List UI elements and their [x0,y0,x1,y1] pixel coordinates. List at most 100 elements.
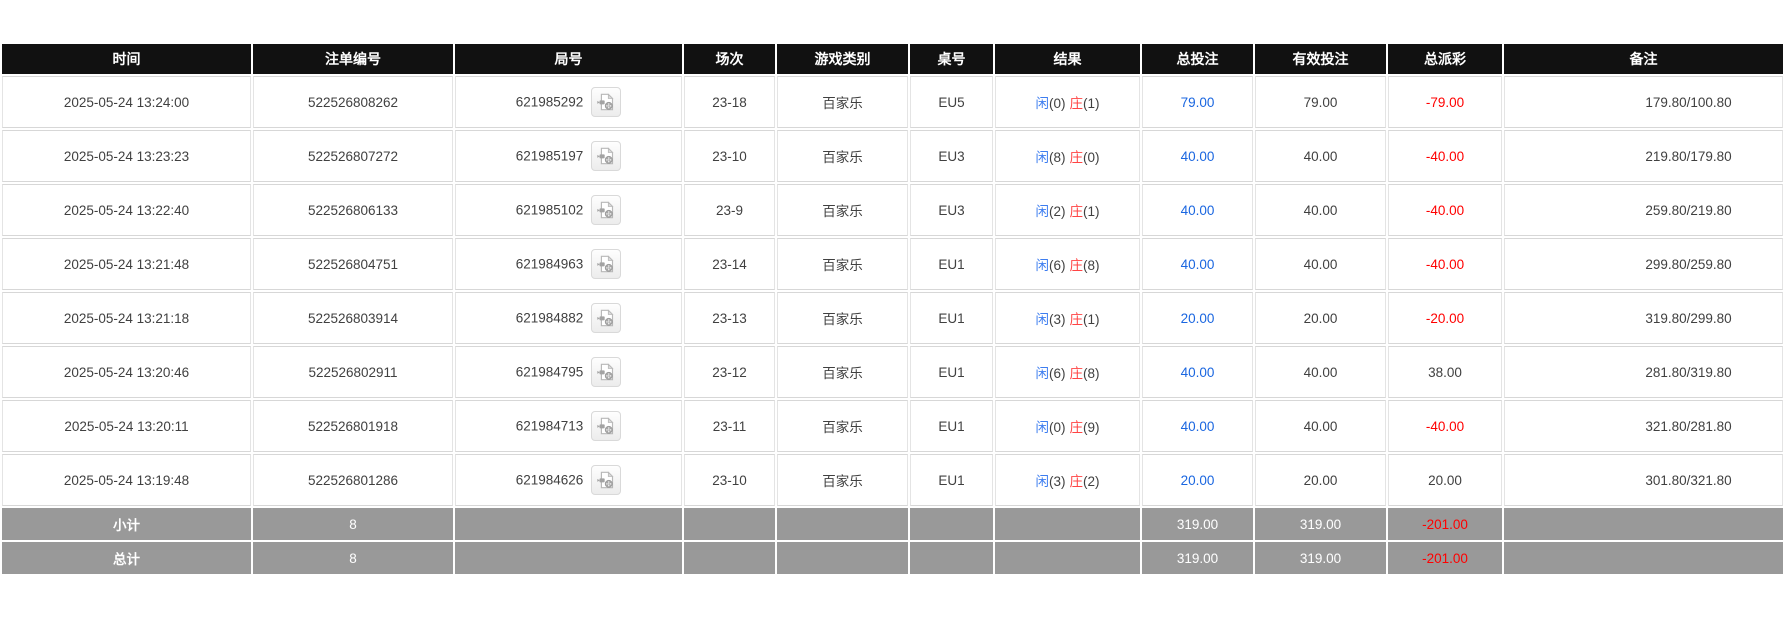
result-player-value: (3) [1049,312,1066,327]
cell-remark: 259.80/219.80 [1504,184,1783,236]
round-number: 621984963 [515,256,584,272]
cell-bet-id: 522526802911 [253,346,453,398]
cell-game-type: 百家乐 [777,400,908,452]
video-replay-button[interactable] [591,465,622,495]
table-row: 2025-05-24 13:21:18 522526803914 621984882… [2,292,1783,344]
video-file-icon [596,416,616,436]
video-replay-button[interactable] [591,87,622,117]
cell-table-no: EU1 [910,400,993,452]
cell-remark: 301.80/321.80 [1504,454,1783,506]
total-bet-value: 20.00 [1180,472,1215,488]
cell-valid-bet: 40.00 [1255,238,1386,290]
table-header-row: 时间 注单编号 局号 场次 游戏类别 桌号 结果 总投注 有效投注 总派彩 备注 [2,44,1783,74]
cell-bet-id: 522526808262 [253,76,453,128]
video-replay-button[interactable] [591,303,622,333]
result-player-label: 闲 [1035,474,1050,489]
total-bet-value: 40.00 [1180,364,1215,380]
total-bet-value: 40.00 [1180,202,1215,218]
video-replay-button[interactable] [591,249,622,279]
cell-result: 闲(0) 庄(1) [995,76,1140,128]
cell-game-type: 百家乐 [777,76,908,128]
cell-game-type: 百家乐 [777,292,908,344]
cell-game-type: 百家乐 [777,130,908,182]
cell-table-no: EU5 [910,76,993,128]
summary-payout-value: -201.00 [1422,516,1468,532]
summary-empty-cell-round [455,542,682,574]
column-header-valid_bet: 有效投注 [1255,44,1386,74]
column-header-bet_id: 注单编号 [253,44,453,74]
column-header-total_bet: 总投注 [1142,44,1253,74]
cell-session: 23-11 [684,400,775,452]
cell-table-no: EU1 [910,346,993,398]
summary-total-bet-cell: 319.00 [1142,542,1253,574]
column-header-result: 结果 [995,44,1140,74]
cell-session: 23-13 [684,292,775,344]
video-file-icon [596,200,616,220]
total-payout-value: -40.00 [1425,202,1465,218]
result-banker-label: 庄 [1069,96,1084,111]
cell-bet-id: 522526801918 [253,400,453,452]
cell-bet-id: 522526801286 [253,454,453,506]
summary-empty-cell-remark [1504,542,1783,574]
table-row: 2025-05-24 13:23:23 522526807272 621985197… [2,130,1783,182]
summary-empty-cell-tableno [910,508,993,540]
cell-time: 2025-05-24 13:23:23 [2,130,251,182]
cell-total-payout: -40.00 [1388,238,1502,290]
cell-valid-bet: 40.00 [1255,130,1386,182]
result-player-value: (6) [1049,258,1066,273]
result-player-value: (3) [1049,474,1066,489]
cell-remark: 319.80/299.80 [1504,292,1783,344]
subtotal-row: 小计 8 319.00 319.00 -201.00 [2,508,1783,540]
result-banker-value: (1) [1083,312,1100,327]
table-row: 2025-05-24 13:22:40 522526806133 621985102… [2,184,1783,236]
cell-total-payout: -79.00 [1388,76,1502,128]
cell-round-id: 621985292 [455,76,682,128]
cell-round-id: 621984795 [455,346,682,398]
cell-total-payout: -40.00 [1388,130,1502,182]
cell-game-type: 百家乐 [777,346,908,398]
round-number: 621984795 [515,364,584,380]
result-banker-value: (1) [1083,204,1100,219]
video-replay-button[interactable] [591,357,622,387]
result-banker-value: (8) [1083,366,1100,381]
round-number: 621984882 [515,310,584,326]
result-player-label: 闲 [1035,312,1050,327]
video-file-icon [596,308,616,328]
cell-remark: 219.80/179.80 [1504,130,1783,182]
video-replay-button[interactable] [591,411,622,441]
cell-time: 2025-05-24 13:20:11 [2,400,251,452]
video-replay-button[interactable] [591,141,622,171]
summary-empty-cell-round [455,508,682,540]
summary-empty-cell-session [684,542,775,574]
total-bet-value: 79.00 [1180,94,1215,110]
result-banker-label: 庄 [1069,366,1084,381]
cell-valid-bet: 20.00 [1255,292,1386,344]
cell-bet-id: 522526807272 [253,130,453,182]
result-player-label: 闲 [1035,150,1050,165]
column-header-table_no: 桌号 [910,44,993,74]
summary-empty-cell-result [995,542,1140,574]
cell-session: 23-18 [684,76,775,128]
cell-table-no: EU1 [910,238,993,290]
summary-empty-cell-game [777,542,908,574]
cell-total-bet: 79.00 [1142,76,1253,128]
column-header-remark: 备注 [1504,44,1783,74]
table-row: 2025-05-24 13:20:11 522526801918 621984713… [2,400,1783,452]
result-banker-value: (1) [1083,96,1100,111]
column-header-round_id: 局号 [455,44,682,74]
result-banker-value: (8) [1083,258,1100,273]
cell-time: 2025-05-24 13:20:46 [2,346,251,398]
cell-game-type: 百家乐 [777,238,908,290]
video-replay-button[interactable] [591,195,622,225]
total-payout-value: -20.00 [1425,310,1465,326]
video-file-icon [596,92,616,112]
total-payout-value: 20.00 [1428,472,1462,488]
column-header-game_type: 游戏类别 [777,44,908,74]
result-banker-value: (2) [1083,474,1100,489]
cell-remark: 321.80/281.80 [1504,400,1783,452]
cell-valid-bet: 79.00 [1255,76,1386,128]
cell-table-no: EU3 [910,184,993,236]
cell-result: 闲(3) 庄(2) [995,454,1140,506]
cell-remark: 299.80/259.80 [1504,238,1783,290]
cell-table-no: EU1 [910,454,993,506]
